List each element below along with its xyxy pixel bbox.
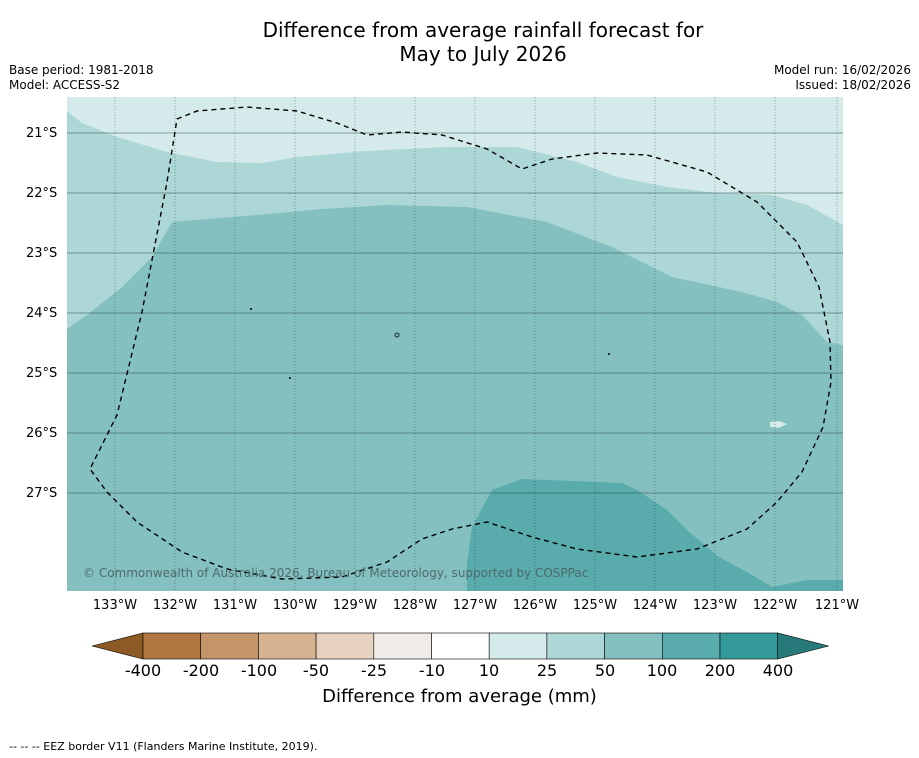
colorbar-segment bbox=[315, 632, 375, 660]
lat-label: 26°S bbox=[26, 426, 58, 441]
meta-right: Model run: 16/02/2026 Issued: 18/02/2026 bbox=[774, 63, 911, 93]
colorbar-segment bbox=[546, 632, 605, 660]
title-line-2: May to July 2026 bbox=[399, 42, 567, 66]
lat-label: 24°S bbox=[26, 306, 58, 321]
colorbar-segment bbox=[431, 632, 490, 660]
lon-label: 122°W bbox=[752, 598, 798, 613]
lon-label: 133°W bbox=[92, 598, 138, 613]
lon-grid bbox=[114, 97, 838, 591]
lat-label: 25°S bbox=[26, 366, 58, 381]
model-name: Model: ACCESS-S2 bbox=[9, 78, 121, 92]
lat-grid bbox=[67, 132, 843, 494]
small-island bbox=[770, 421, 787, 428]
lon-label: 130°W bbox=[272, 598, 318, 613]
colorbar-segment bbox=[200, 632, 259, 660]
legend-tick: 100 bbox=[646, 661, 678, 680]
lon-label: 121°W bbox=[814, 598, 860, 613]
lon-label: 131°W bbox=[212, 598, 258, 613]
legend-tick: 25 bbox=[536, 661, 558, 680]
lat-label: 22°S bbox=[26, 186, 58, 201]
lat-label: 23°S bbox=[26, 246, 58, 261]
island-dot-1 bbox=[250, 308, 252, 310]
legend-tick: -100 bbox=[240, 661, 278, 680]
copyright-note: © Commonwealth of Australia 2026, Bureau… bbox=[83, 566, 589, 580]
colorbar-segment bbox=[373, 632, 432, 660]
colorbar-segment bbox=[604, 632, 663, 660]
island-dot-4 bbox=[289, 377, 291, 379]
colorbar-segment bbox=[142, 632, 202, 660]
lat-label: 21°S bbox=[26, 126, 58, 141]
eez-footnote: -- -- -- EEZ border V11 (Flanders Marine… bbox=[9, 740, 318, 753]
eez-border bbox=[89, 106, 832, 580]
legend-tick: 400 bbox=[762, 661, 794, 680]
lon-label: 132°W bbox=[152, 598, 198, 613]
island-dot-3 bbox=[608, 353, 610, 355]
legend-tick: -200 bbox=[182, 661, 220, 680]
colorbar-segment bbox=[488, 632, 548, 660]
lon-label: 128°W bbox=[392, 598, 438, 613]
legend-tick: 50 bbox=[594, 661, 616, 680]
legend-tick: -25 bbox=[360, 661, 388, 680]
legend-tick: 200 bbox=[704, 661, 736, 680]
legend-colorbar bbox=[91, 632, 829, 660]
colorbar-segment bbox=[719, 632, 779, 660]
legend-title: Difference from average (mm) bbox=[322, 686, 597, 707]
issued-date: Issued: 18/02/2026 bbox=[795, 78, 911, 92]
model-run: Model run: 16/02/2026 bbox=[773, 63, 911, 77]
colorbar-extend-high bbox=[777, 632, 829, 660]
lon-label: 125°W bbox=[572, 598, 618, 613]
legend-tick: -10 bbox=[418, 661, 446, 680]
lon-label: 123°W bbox=[692, 598, 738, 613]
lat-label: 27°S bbox=[26, 486, 58, 501]
map-title: Difference from average rainfall forecas… bbox=[0, 18, 919, 66]
lon-label: 127°W bbox=[452, 598, 498, 613]
lon-label: 129°W bbox=[332, 598, 378, 613]
colorbar-segment bbox=[661, 632, 721, 660]
rainfall-map bbox=[67, 97, 843, 591]
title-line-1: Difference from average rainfall forecas… bbox=[262, 18, 704, 42]
lon-label: 124°W bbox=[632, 598, 678, 613]
lon-label: 126°W bbox=[512, 598, 558, 613]
colorbar-extend-low bbox=[91, 632, 144, 660]
legend-tick: -400 bbox=[124, 661, 162, 680]
region-10-25-left bbox=[67, 97, 843, 225]
colorbar-segment bbox=[258, 632, 317, 660]
legend-tick: 10 bbox=[478, 661, 500, 680]
base-period: Base period: 1981-2018 bbox=[9, 63, 154, 77]
legend-tick: -50 bbox=[302, 661, 330, 680]
meta-left: Base period: 1981-2018 Model: ACCESS-S2 bbox=[9, 63, 154, 93]
island-dot-2 bbox=[394, 332, 400, 338]
